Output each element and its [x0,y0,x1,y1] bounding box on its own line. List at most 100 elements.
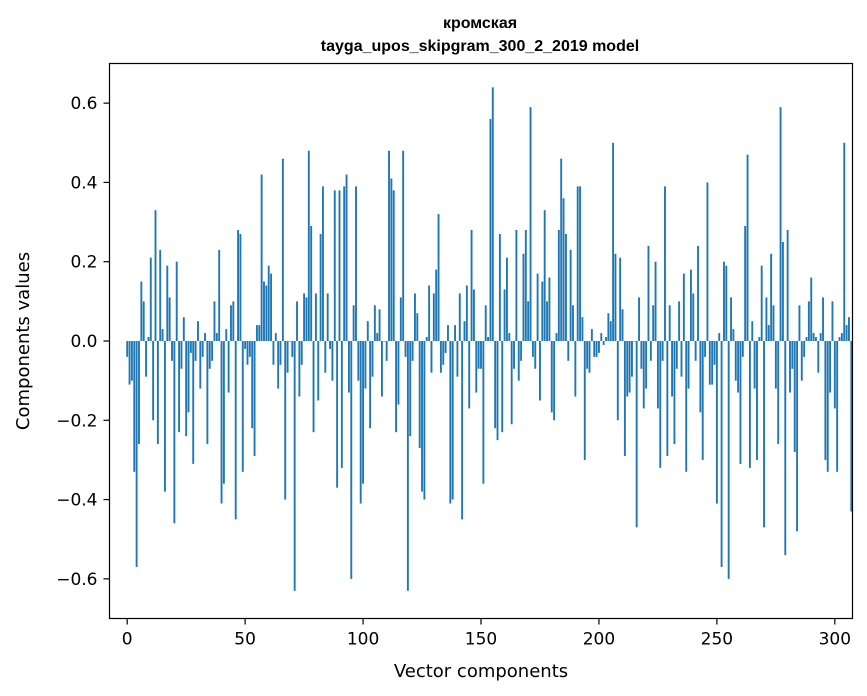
bar [475,341,478,393]
x-tick-label: 50 [234,630,256,650]
x-tick-label: 300 [819,630,851,650]
bar [289,341,291,342]
bar [442,341,445,365]
bar [597,341,600,353]
bar [602,341,605,345]
bar [472,289,475,341]
bar [220,341,223,504]
bar [741,341,744,357]
bar [373,305,376,341]
bar [609,321,612,341]
bar [197,321,199,341]
bar [638,297,640,341]
bar [147,337,150,341]
bar [187,341,190,413]
bar [692,293,695,341]
bar [293,341,296,591]
bar [848,317,850,341]
bar [404,341,407,357]
bar [414,293,416,341]
x-axis-label: Vector components [394,661,568,682]
bar [680,341,683,377]
bar [222,341,225,484]
bar [409,341,412,437]
bar [345,174,348,341]
chart-title: кромская [443,15,517,32]
bar [312,341,315,433]
bar [470,230,473,341]
bar [178,341,181,433]
y-axis-label: Components values [13,252,34,430]
plot-frame [108,62,854,620]
bar [397,341,400,405]
bar [781,241,784,341]
bar [206,341,209,445]
bar [482,341,485,484]
x-tick-label: 200 [583,630,615,650]
bar [317,341,320,401]
bar [767,325,770,341]
bar [255,325,258,341]
bar [786,230,789,341]
bar [789,341,791,393]
bar [812,333,815,341]
bar [428,285,431,341]
y-tick-label: 0.6 [70,94,97,114]
chart-subtitle: tayga_upos_skipgram_300_2_2019 model [321,38,639,55]
bar [447,325,449,341]
bar [675,341,678,369]
bar [149,257,152,341]
bar [541,281,544,341]
bar [324,341,327,373]
bar [595,341,598,357]
bar [352,305,355,341]
bar [338,190,341,341]
bar [668,305,671,341]
bar [126,341,129,357]
bar [718,333,721,341]
bar [307,150,310,341]
bar [272,341,275,365]
bar [730,297,732,341]
bar [791,341,794,369]
bar [850,341,853,512]
bar [553,341,556,421]
bar [810,277,813,341]
y-tick-label: 0.4 [70,173,97,193]
bar [763,341,765,528]
bar [477,341,480,369]
bar [621,309,624,341]
bar [760,265,763,341]
bar [798,305,801,341]
bar [444,341,447,353]
y-tick-label: −0.4 [56,491,97,511]
bar [590,329,593,341]
bar [779,107,782,341]
bar [270,273,273,341]
bar [753,341,756,389]
bar [746,154,749,341]
bar [480,341,482,369]
bar [130,341,133,381]
bar [815,337,817,341]
bar [649,341,652,361]
bar [633,341,636,342]
bar [310,226,313,341]
bar [439,341,442,373]
bar [607,313,610,341]
bar [204,333,206,341]
bar [458,293,461,341]
bar [583,341,586,460]
bar [756,341,758,460]
x-tick-label: 150 [465,630,497,650]
bar [697,245,699,341]
bar [845,325,848,341]
bar [642,341,645,409]
bar [411,341,414,361]
bar [371,341,374,377]
bars-group [126,87,853,591]
bar [727,341,730,579]
bar [626,341,629,397]
bar [708,341,711,385]
x-axis-ticks: 0 50 100 150 200 250 300 [122,618,851,650]
